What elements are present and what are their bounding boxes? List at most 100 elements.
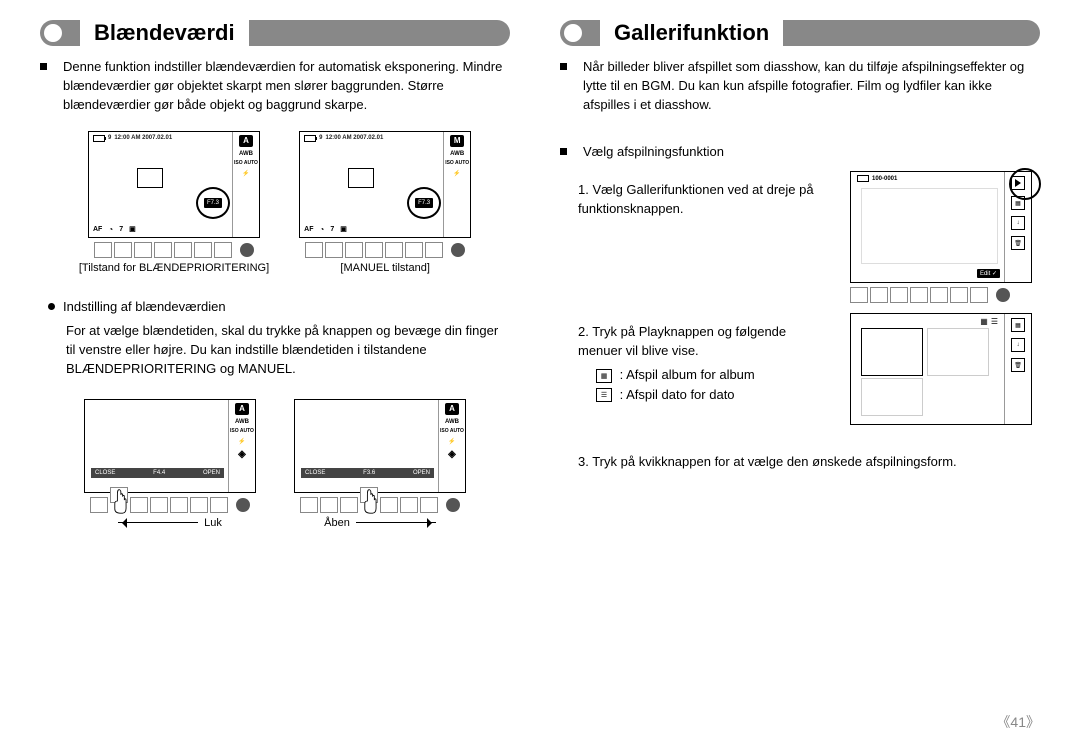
sub-para: For at vælge blændetiden, skal du trykke… xyxy=(66,322,510,379)
left-intro: Denne funktion indstiller blændeværdien … xyxy=(63,58,510,115)
right-title: Gallerifunktion xyxy=(600,20,783,46)
lcd-a-side: A AWB ISO AUTO ⚡ xyxy=(232,132,259,237)
aperture-slider: CLOSE F3.6 OPEN xyxy=(301,468,434,478)
open-label: OPEN xyxy=(203,470,220,476)
mode-m-badge: M xyxy=(450,135,464,147)
step1-split: 1. Vælg Gallerifunktionen ved at dreje p… xyxy=(560,171,1040,303)
shot-status: 100-0001 xyxy=(857,175,897,182)
f73-badge: F7.3 xyxy=(204,198,222,208)
close-label: CLOSE xyxy=(95,470,115,476)
playback-shot-1: 100-0001 Edit ✓ ▦ ↓ 🗑 xyxy=(850,171,1040,303)
battery-icon xyxy=(304,135,316,142)
preview-frame xyxy=(861,188,998,264)
playback-shot-2: ▦ ☰ ▦ ↓ 🗑 xyxy=(850,313,1040,425)
intro-block: Denne funktion indstiller blændeværdien … xyxy=(40,58,510,115)
right-column: Gallerifunktion Når billeder bliver afsp… xyxy=(540,0,1080,746)
screen-m-group: 9 12:00 AM 2007.02.01 AF ◔ 7 ▣ F7.3 xyxy=(299,131,471,274)
aaben-label: Åben xyxy=(324,517,350,529)
manual-page: Blændeværdi Denne funktion indstiller bl… xyxy=(0,0,1080,746)
iso: ISO AUTO xyxy=(234,161,258,166)
flash-icon: ⚡ xyxy=(448,438,455,445)
ok-button-icon xyxy=(446,498,460,512)
arrow-left-row: Luk xyxy=(80,517,260,529)
lcd-count: 9 xyxy=(108,135,111,141)
af-label: AF xyxy=(93,226,102,233)
lcd-time: 12:00 AM 2007.02.01 xyxy=(326,135,384,141)
image-id: 100-0001 xyxy=(872,176,897,182)
subhead-block: Vælg afspilningsfunktion xyxy=(560,143,1040,162)
battery-icon xyxy=(857,175,869,182)
battery-icon xyxy=(93,135,105,142)
button-strip xyxy=(300,497,460,513)
af-label: AF xyxy=(304,226,313,233)
flash-icon: ⚡ xyxy=(242,170,249,177)
mode-a-badge: A xyxy=(445,403,459,415)
play-icon xyxy=(1011,176,1025,190)
focus-square-icon xyxy=(348,168,374,188)
iso: ISO AUTO xyxy=(440,429,464,434)
seven: 7 xyxy=(119,226,123,233)
step3: 3. Tryk på kvikknappen for at vælge den … xyxy=(578,453,1040,472)
highlight-circle-icon: F7.3 xyxy=(407,187,441,219)
finger-icon xyxy=(360,487,378,503)
right-subhead: Vælg afspilningsfunktion xyxy=(583,143,724,162)
slider-b-group: CLOSE F3.6 OPEN A AWB ISO AUTO ⚡ ◈ xyxy=(290,399,470,529)
open-label: OPEN xyxy=(413,470,430,476)
trash-icon: 🗑 xyxy=(1011,358,1025,372)
awb: AWB xyxy=(239,151,253,157)
step1: 1. Vælg Gallerifunktionen ved at dreje p… xyxy=(578,181,832,219)
finger-icon xyxy=(110,487,128,503)
arrow-right-icon xyxy=(356,522,436,523)
opt-album: : Afspil album for album xyxy=(620,367,755,382)
button-strip xyxy=(94,242,254,258)
screen-a-group: 9 12:00 AM 2007.02.01 AF ◔ 7 ▣ F7.3 xyxy=(79,131,269,274)
grid-icon: ▦ xyxy=(980,317,988,326)
thumb-1 xyxy=(861,328,923,376)
list-icon: ☰ xyxy=(991,317,998,326)
sub-heading: Indstilling af blændeværdien xyxy=(63,298,226,317)
slider-a-group: CLOSE F4.4 OPEN A AWB ISO AUTO ⚡ ◈ xyxy=(80,399,260,529)
awb: AWB xyxy=(445,419,459,425)
sub-section: Indstilling af blændeværdien For at vælg… xyxy=(48,298,510,379)
square-bullet-icon xyxy=(560,63,567,70)
shot-side: ▦ ↓ 🗑 xyxy=(1004,172,1031,282)
f44-label: F4.4 xyxy=(153,470,165,476)
lcd-a: 9 12:00 AM 2007.02.01 AF ◔ 7 ▣ F7.3 xyxy=(88,131,260,238)
bracket-icon: ▣ xyxy=(340,225,347,233)
lcd-m: 9 12:00 AM 2007.02.01 AF ◔ 7 ▣ F7.3 xyxy=(299,131,471,238)
opt-album-row: ▦ : Afspil album for album xyxy=(596,367,832,383)
iso: ISO AUTO xyxy=(445,161,469,166)
thumb-3 xyxy=(861,378,923,416)
thumb-2 xyxy=(927,328,989,376)
down-icon: ↓ xyxy=(1011,338,1025,352)
slider-lcd-a: CLOSE F4.4 OPEN A AWB ISO AUTO ⚡ ◈ xyxy=(84,399,256,493)
shot2-top-icons: ▦ ☰ xyxy=(980,317,998,326)
button-strip xyxy=(90,497,250,513)
square-bullet-icon xyxy=(560,148,567,155)
opt-date: : Afspil dato for dato xyxy=(620,387,735,402)
opt-date-row: ☰ : Afspil dato for dato xyxy=(596,387,832,403)
dot-bullet-icon xyxy=(48,303,55,310)
album-icon: ▦ xyxy=(1011,196,1025,210)
timer-icon: ◔ xyxy=(108,225,113,234)
ok-button-icon xyxy=(996,288,1010,302)
button-strip xyxy=(850,287,1040,303)
lcd-time: 12:00 AM 2007.02.01 xyxy=(114,135,172,141)
right-heading: Gallerifunktion xyxy=(560,20,1040,46)
ok-button-icon xyxy=(451,243,465,257)
focus-square-icon xyxy=(137,168,163,188)
luk-label: Luk xyxy=(204,517,222,529)
seven: 7 xyxy=(330,226,334,233)
lcd-count: 9 xyxy=(319,135,322,141)
lcd-a-status: 9 12:00 AM 2007.02.01 xyxy=(93,135,172,142)
page-number: 《41》 xyxy=(996,712,1040,732)
arrow-left-icon xyxy=(118,522,198,523)
left-title: Blændeværdi xyxy=(80,20,249,46)
button-strip xyxy=(305,242,465,258)
timer-icon: ◔ xyxy=(320,225,325,234)
close-label: CLOSE xyxy=(305,470,325,476)
down-icon: ↓ xyxy=(1011,216,1025,230)
right-intro-block: Når billeder bliver afspillet som diassh… xyxy=(560,58,1040,115)
bracket-icon: ▣ xyxy=(129,225,136,233)
date-icon: ☰ xyxy=(596,388,612,402)
